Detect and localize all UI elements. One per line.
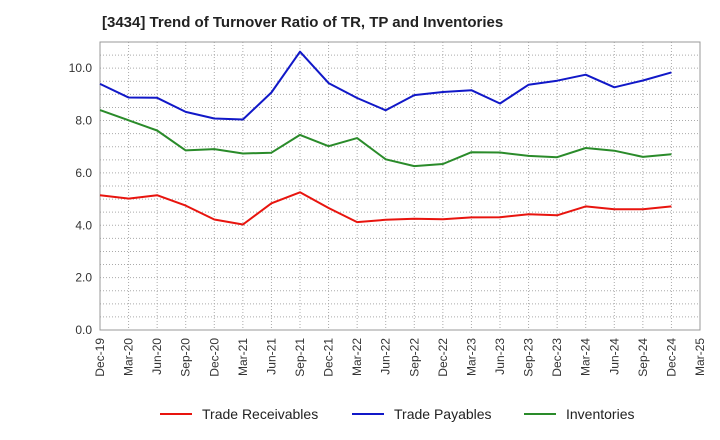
x-tick-label: Sep-20 bbox=[179, 338, 193, 377]
x-tick-label: Sep-21 bbox=[293, 338, 307, 377]
x-tick-label: Dec-23 bbox=[550, 338, 564, 377]
legend-swatch bbox=[352, 413, 384, 415]
x-tick-label: Mar-20 bbox=[122, 338, 136, 376]
y-tick-label: 4.0 bbox=[75, 218, 92, 232]
y-tick-label: 10.0 bbox=[69, 61, 93, 75]
tick-layer: 0.0 2.0 4.0 6.0 8.0 10.0 Dec-19 Mar-20 Jun-20 Sep… bbox=[69, 61, 707, 377]
legend-label: Inventories bbox=[566, 406, 635, 422]
series-line-trade-payables bbox=[99, 50, 672, 121]
x-tick-label: Dec-21 bbox=[322, 338, 336, 377]
legend-swatch bbox=[160, 413, 192, 415]
legend-label: Trade Receivables bbox=[202, 406, 319, 422]
legend-swatch bbox=[524, 413, 556, 415]
legend-item-inventories: Inventories bbox=[524, 406, 634, 422]
x-tick-label: Jun-22 bbox=[379, 338, 393, 375]
axis-layer bbox=[99, 41, 701, 331]
series-layer bbox=[99, 50, 672, 226]
x-tick-label: Jun-21 bbox=[264, 338, 278, 375]
y-tick-label: 0.0 bbox=[75, 323, 92, 337]
plot-frame bbox=[99, 41, 701, 331]
legend: Trade Receivables Trade Payables Invento… bbox=[0, 400, 720, 430]
chart-title: [3434] Trend of Turnover Ratio of TR, TP… bbox=[102, 14, 504, 31]
series-line-inventories bbox=[99, 109, 672, 168]
x-tick-label: Mar-23 bbox=[464, 338, 478, 376]
y-tick-label: 8.0 bbox=[75, 114, 92, 128]
x-tick-label: Mar-22 bbox=[350, 338, 364, 376]
x-tick-label: Mar-21 bbox=[236, 338, 250, 376]
legend-item-trade-payables: Trade Payables bbox=[352, 406, 492, 422]
series-line-trade-receivables bbox=[99, 191, 672, 226]
x-tick-label: Jun-23 bbox=[493, 338, 507, 375]
y-tick-label: 2.0 bbox=[75, 271, 92, 285]
x-tick-label: Jun-20 bbox=[150, 338, 164, 375]
x-tick-label: Dec-19 bbox=[93, 338, 107, 377]
legend-label: Trade Payables bbox=[394, 406, 492, 422]
x-tick-label: Dec-20 bbox=[207, 338, 221, 377]
x-tick-label: Jun-24 bbox=[607, 338, 621, 375]
legend-item-trade-receivables: Trade Receivables bbox=[160, 406, 318, 422]
x-tick-label: Sep-23 bbox=[522, 338, 536, 377]
y-tick-label: 6.0 bbox=[75, 166, 92, 180]
x-tick-label: Sep-22 bbox=[407, 338, 421, 377]
x-tick-label: Dec-24 bbox=[664, 338, 678, 377]
x-tick-label: Mar-24 bbox=[579, 338, 593, 376]
x-tick-label: Dec-22 bbox=[436, 338, 450, 377]
x-tick-label: Sep-24 bbox=[636, 338, 650, 377]
x-tick-label: Mar-25 bbox=[693, 338, 707, 376]
